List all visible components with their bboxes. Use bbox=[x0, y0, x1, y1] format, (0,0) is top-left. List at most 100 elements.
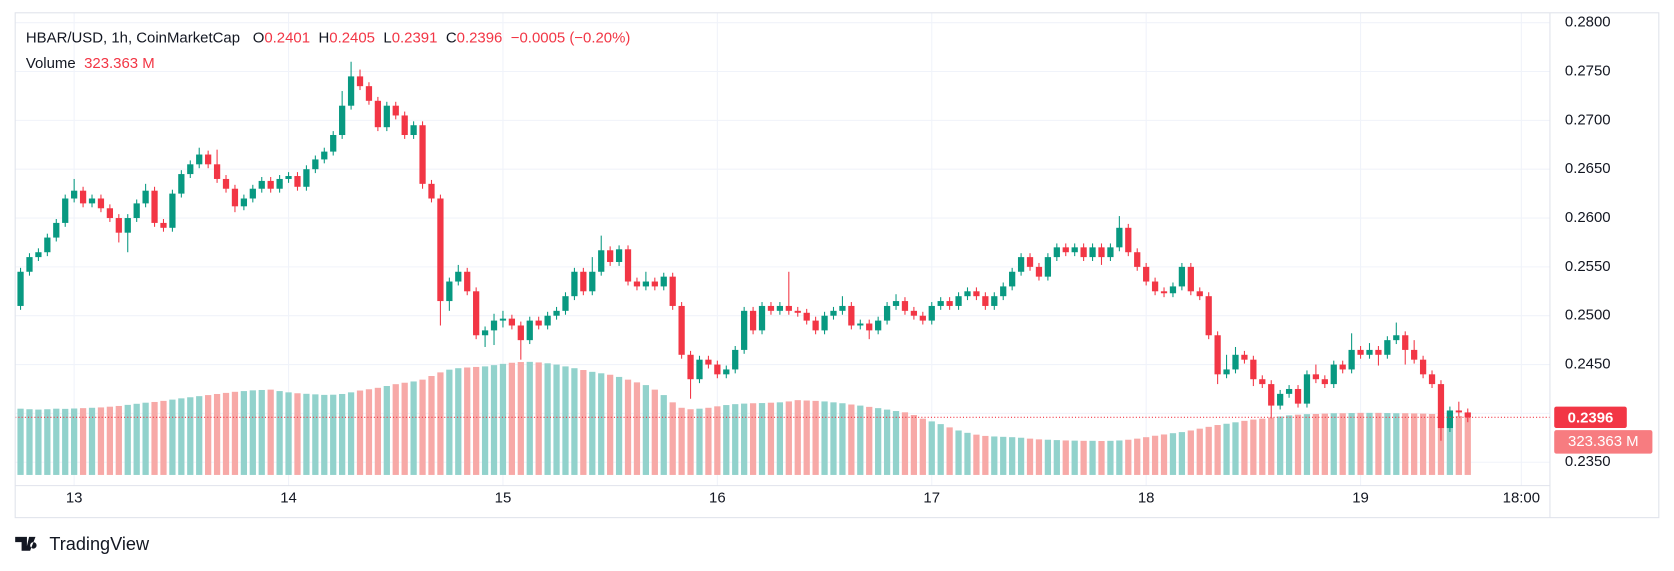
volume-bar bbox=[991, 436, 998, 475]
volume-bar bbox=[1366, 412, 1373, 475]
volume-bar bbox=[758, 403, 766, 475]
price-tag bbox=[1554, 406, 1627, 428]
candle-body bbox=[633, 281, 641, 287]
volume-bar bbox=[1187, 430, 1194, 475]
volume-bar bbox=[392, 384, 399, 475]
candle-body bbox=[812, 320, 819, 331]
candle-body bbox=[723, 369, 730, 375]
volume-bar bbox=[767, 402, 775, 475]
volume-bar bbox=[26, 409, 33, 475]
candle-body bbox=[437, 198, 444, 302]
volume-bar bbox=[1375, 412, 1382, 475]
volume-bar bbox=[705, 407, 712, 475]
legend-low-key: L bbox=[383, 29, 391, 46]
volume-bar bbox=[303, 393, 310, 475]
x-tick-label: 16 bbox=[709, 489, 726, 506]
candle-body bbox=[213, 164, 221, 179]
volume-bar bbox=[1437, 414, 1445, 475]
candle-body bbox=[124, 218, 131, 233]
candle-body bbox=[1303, 374, 1311, 404]
candle-body bbox=[1464, 412, 1471, 418]
candle-body bbox=[732, 349, 739, 370]
volume-bar bbox=[455, 368, 462, 475]
volume-bar bbox=[919, 418, 926, 475]
candle-body bbox=[1134, 252, 1141, 267]
candle-body bbox=[857, 323, 864, 326]
candle-body bbox=[1098, 247, 1105, 258]
volume-bar bbox=[213, 393, 221, 475]
volume-bar bbox=[365, 389, 373, 475]
legend-close-key: C bbox=[446, 29, 457, 46]
candle-body bbox=[106, 208, 114, 219]
volume-bar bbox=[749, 403, 757, 475]
candle-body bbox=[1402, 335, 1409, 350]
volume-bar bbox=[642, 385, 650, 475]
candle-body bbox=[1285, 388, 1293, 394]
volume-bar bbox=[633, 382, 641, 475]
volume-bar bbox=[1151, 435, 1159, 475]
candle-body bbox=[1411, 349, 1418, 360]
volume-bar bbox=[1393, 413, 1400, 475]
candle-body bbox=[678, 305, 685, 355]
volume-bar bbox=[133, 403, 140, 475]
candle-body bbox=[669, 276, 676, 306]
volume-bar bbox=[848, 404, 855, 475]
candle-body bbox=[1428, 374, 1436, 385]
candle-body bbox=[615, 249, 623, 262]
candle-body bbox=[115, 218, 122, 233]
candle-body bbox=[1330, 364, 1337, 385]
candle-body bbox=[490, 320, 498, 331]
volume-bar bbox=[1160, 434, 1168, 475]
candle-body bbox=[785, 305, 792, 311]
volume-bar bbox=[88, 407, 96, 475]
volume-bar bbox=[115, 405, 122, 475]
volume-bar bbox=[1089, 440, 1096, 475]
volume-bar bbox=[1143, 437, 1150, 475]
candles bbox=[15, 61, 1550, 441]
candle-body bbox=[401, 115, 408, 136]
chart-border bbox=[14, 12, 1660, 519]
candle-body bbox=[1437, 384, 1445, 429]
volume-bar bbox=[946, 427, 953, 475]
candle-body bbox=[1232, 354, 1239, 370]
candle-body bbox=[1446, 410, 1454, 429]
brand-logo bbox=[15, 536, 37, 551]
volume-bar bbox=[1330, 413, 1337, 475]
volume-bar bbox=[151, 401, 158, 475]
volume-bar bbox=[937, 424, 944, 475]
candle-body bbox=[464, 271, 471, 292]
volume-bar bbox=[1178, 432, 1186, 475]
volume-bar bbox=[732, 404, 739, 475]
candle-body bbox=[946, 301, 953, 306]
candle-body bbox=[1455, 410, 1462, 413]
candle-body bbox=[1214, 335, 1221, 375]
candle-body bbox=[473, 291, 480, 336]
candle-body bbox=[1080, 247, 1087, 258]
y-tick-label: 0.2350 bbox=[1565, 453, 1611, 470]
volume-legend: Volume 323.363 M bbox=[26, 55, 155, 72]
candle-body bbox=[991, 296, 998, 306]
candle-body bbox=[1143, 266, 1150, 282]
volume-bar bbox=[741, 403, 748, 475]
candle-body bbox=[1419, 359, 1427, 375]
volume-bar bbox=[446, 369, 453, 475]
candle-body bbox=[187, 164, 194, 175]
candle-body bbox=[1312, 374, 1320, 380]
candle-body bbox=[651, 281, 658, 287]
volume-bar bbox=[321, 394, 328, 475]
candle-body bbox=[330, 135, 337, 152]
volume-bar bbox=[1009, 437, 1016, 475]
candle-body bbox=[62, 198, 69, 223]
candle-body bbox=[499, 318, 507, 321]
candle-body bbox=[446, 281, 453, 302]
volume-bar bbox=[17, 408, 24, 475]
volume-bar bbox=[240, 391, 248, 475]
candle-body bbox=[267, 180, 274, 189]
candle-body bbox=[410, 125, 417, 136]
x-tick-label: 13 bbox=[66, 489, 83, 506]
volume-bar bbox=[464, 367, 471, 475]
volume-bar bbox=[875, 408, 882, 475]
candle-body bbox=[839, 305, 846, 311]
candle-body bbox=[1116, 227, 1123, 248]
volume-bar bbox=[598, 373, 605, 475]
